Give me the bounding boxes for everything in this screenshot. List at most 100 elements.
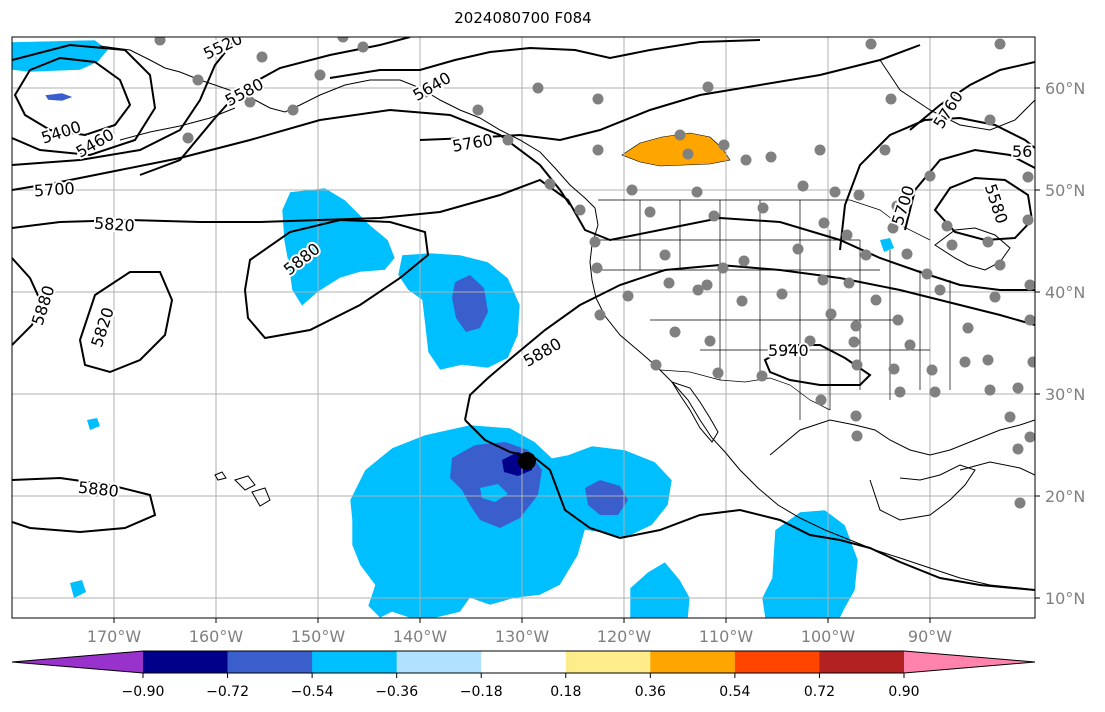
station-dot — [851, 430, 863, 442]
station-dot — [691, 186, 703, 198]
colorbar-tick-label: −0.54 — [291, 684, 334, 700]
station-dot — [337, 37, 349, 43]
station-dot — [1024, 279, 1035, 291]
station-dot — [757, 202, 769, 214]
colorbar-segment — [565, 651, 651, 673]
lon-label: 110°W — [699, 627, 754, 646]
station-dot — [959, 356, 971, 368]
lat-label: 50°N — [1045, 181, 1085, 200]
colorbar-segment — [143, 651, 229, 673]
contour-label: 5880 — [28, 283, 59, 328]
colorbar-segment — [650, 651, 736, 673]
anomaly-hole — [480, 484, 508, 502]
us-mexico-border — [659, 369, 831, 411]
station-dot — [704, 335, 716, 347]
station-dot — [870, 294, 882, 306]
station-dot — [814, 144, 826, 156]
colorbar-tick-label: 0.72 — [804, 684, 835, 700]
station-dot — [901, 248, 913, 260]
station-dot — [941, 220, 953, 232]
station-dot — [532, 82, 544, 94]
anomaly-region-mexico-coast — [761, 509, 859, 618]
station-dot — [702, 81, 714, 93]
colorbar-segment — [734, 651, 820, 673]
station-dot — [904, 339, 916, 351]
station-dot — [853, 189, 865, 201]
station-dot — [841, 229, 853, 241]
station-dot — [574, 204, 586, 216]
lon-label: 90°W — [908, 627, 952, 646]
station-dot — [1027, 356, 1035, 368]
station-dot — [804, 335, 816, 347]
lat-label: 20°N — [1045, 487, 1085, 506]
station-dot — [994, 259, 1006, 271]
station-dot — [692, 284, 704, 296]
station-dot — [701, 279, 713, 291]
colorbar-tick-label: 0.36 — [635, 684, 666, 700]
station-dot — [848, 336, 860, 348]
station-dot — [934, 284, 946, 296]
height-contours — [12, 37, 1035, 591]
map-content: 5520 5580 5640 5400 5460 5760 5700 5820 … — [12, 29, 1035, 618]
station-dot — [984, 114, 996, 126]
station-dot — [1004, 411, 1016, 423]
contour-5580-low — [933, 176, 1034, 242]
station-dot — [674, 129, 686, 141]
station-dot — [182, 132, 194, 144]
station-dot — [894, 386, 906, 398]
colorbar-tick-label: 0.18 — [550, 684, 581, 700]
contour-5940 — [763, 344, 872, 386]
colorbar-extend-min — [12, 651, 143, 673]
lon-label: 160°W — [189, 627, 244, 646]
station-dot — [669, 326, 681, 338]
station-dot — [946, 239, 958, 251]
station-dot — [850, 410, 862, 422]
contour-5400-5460-closed — [13, 56, 132, 137]
colorbar-tick-label: −0.90 — [122, 684, 165, 700]
contour-5880-hawaii — [12, 476, 157, 534]
anomaly-mid-140w — [452, 275, 488, 332]
station-dot — [891, 200, 903, 212]
anomaly-spot-3 — [880, 238, 894, 252]
station-dot — [982, 354, 994, 366]
contour-5760 — [419, 44, 921, 142]
station-dot — [740, 154, 752, 166]
station-dot — [815, 394, 827, 406]
station-dot — [817, 274, 829, 286]
station-dot — [244, 96, 256, 108]
colorbar-segment — [312, 651, 398, 673]
station-dot — [419, 86, 431, 98]
yucatan-central-america — [869, 464, 976, 521]
station-dot — [659, 249, 671, 261]
axis-ticks — [113, 87, 1040, 623]
station-dot — [708, 210, 720, 222]
lat-label: 60°N — [1045, 79, 1085, 98]
map-gridlines — [12, 37, 1035, 618]
station-dot — [718, 139, 730, 151]
lon-label: 120°W — [597, 627, 652, 646]
contour-label: 5640 — [409, 68, 454, 105]
colorbar-ticks — [142, 673, 905, 678]
station-dot — [962, 322, 974, 334]
tc-center-marker — [518, 452, 536, 470]
contour-label: 5520 — [200, 29, 245, 63]
lat-label: 10°N — [1045, 589, 1085, 608]
contour-label: 5580 — [222, 74, 267, 110]
contour-label: 5760 — [451, 130, 494, 156]
station-dot — [765, 151, 777, 163]
colorbar-segment — [819, 651, 905, 673]
latitude-labels: 60°N 50°N 40°N 30°N 20°N 10°N — [1045, 79, 1085, 608]
north-america-west-coast — [589, 207, 1035, 591]
station-dot — [892, 314, 904, 326]
anomaly-strong-shading — [44, 92, 628, 528]
station-dot — [644, 206, 656, 218]
contour-label: 5700 — [33, 179, 75, 201]
contour-label: 56 — [1012, 142, 1032, 161]
station-dot — [929, 386, 941, 398]
station-dot — [1024, 314, 1035, 326]
station-dot — [921, 268, 933, 280]
station-dot — [1024, 431, 1035, 443]
colorbar-tick-label: 0.90 — [888, 684, 919, 700]
station-dot — [717, 262, 729, 274]
map-title: 2024080700 F084 — [454, 9, 592, 27]
